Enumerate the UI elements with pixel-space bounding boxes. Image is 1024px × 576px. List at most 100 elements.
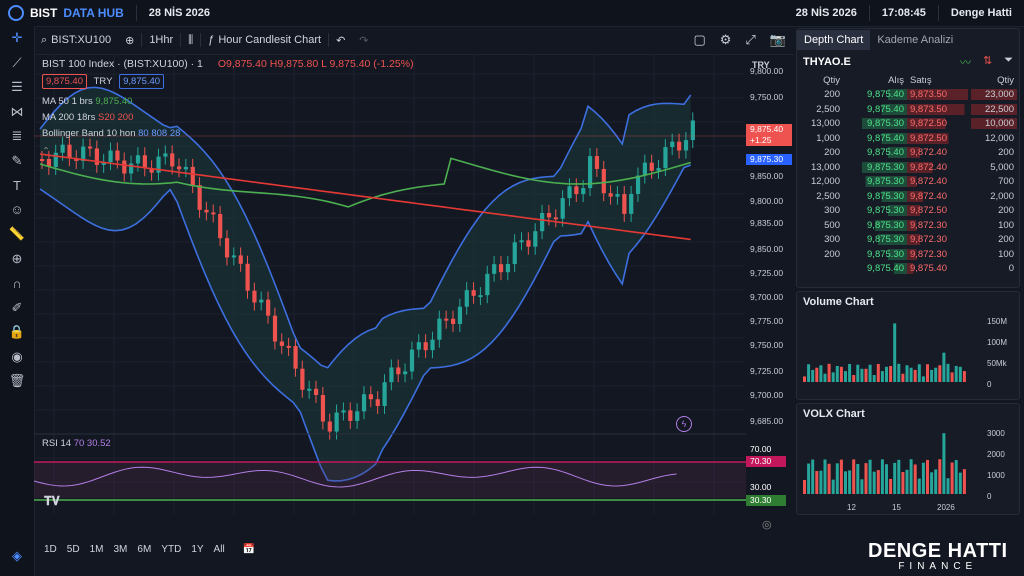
lock-icon[interactable]: 🔒 [8,324,26,340]
candle-body [40,159,45,161]
channel-name: Denge Hatti [950,7,1012,19]
orderbook-row[interactable]: 13,000 9,875.30 9,872.40 5,000 [797,160,1019,175]
orderbook-row[interactable]: 2,500 9,875.30 9,872.40 2,000 [797,189,1019,204]
range-5d[interactable]: 5D [66,543,80,555]
interval-button[interactable]: 1Hhr [149,34,174,46]
sort-icon[interactable]: ⇅ [982,55,993,67]
pitchfork-icon[interactable]: ⋈ [10,103,24,119]
crosshair-icon[interactable]: ✛ [11,30,23,46]
orderbook-row[interactable]: 300 9,875.30 9,872.30 200 [797,233,1019,248]
range-all[interactable]: All [213,543,225,555]
text-icon[interactable]: T [13,177,21,193]
volume-bar [921,462,925,494]
orderbook-row[interactable]: 500 9,875.30 9,872.30 100 [797,218,1019,233]
ma200-label: MA 200 [42,112,75,123]
bb-lower-line [39,164,692,482]
bid-qty: 500 [824,219,840,231]
volume-bar [921,376,925,382]
ask-qty: 200 [998,234,1014,246]
eye-icon[interactable]: ◉ [11,348,23,364]
range-ytd[interactable]: YTD [161,543,182,555]
collapse-legend-icon[interactable]: ⌃ [42,146,50,157]
range-1m[interactable]: 1M [89,543,104,555]
zoom-icon[interactable]: ⊕ [11,250,23,266]
price-axis-label: 9,725.00 [750,366,783,376]
redo-icon[interactable]: ↷ [359,34,369,47]
range-1d[interactable]: 1D [44,543,57,555]
bid-qty: 1,000 [816,132,840,144]
orderbook-row[interactable]: 200 9,875.40 9,872.40 200 [797,146,1019,161]
settings-icon[interactable]: ⚙ [719,32,732,47]
volume-bar [893,323,897,382]
price-chart[interactable]: 9,800.009,750.009,875.40+1.259,875.309,8… [34,54,794,519]
candle-body [464,290,469,307]
range-1y[interactable]: 1Y [191,543,204,555]
flash-icon[interactable]: ϟ [676,416,692,432]
candle-body [416,342,421,350]
candle-body [423,342,428,351]
chart-type-button[interactable]: ƒ Hour Candlesit Chart [201,34,328,46]
volume-bar [946,478,950,494]
rsi-legend[interactable]: RSI 14 70 30.52 [42,438,111,449]
magnet-icon[interactable]: ∩ [12,275,22,291]
ma200-legend[interactable]: MA 200 18rs S20 200 [42,112,133,123]
volume-bar [926,459,929,494]
orderbook-row[interactable]: 9,875.40 9,875.40 0 [797,262,1019,277]
horizontal-lines-icon[interactable]: ☰ [11,79,23,95]
fib-icon[interactable]: ≣ [11,128,23,144]
volume-bar [917,364,921,382]
ask-qty: 200 [998,147,1014,159]
orderbook-row[interactable]: 12,000 9,875.30 9,872.40 700 [797,175,1019,190]
trendline-icon[interactable]: ⟋ [12,54,22,70]
symbol-search[interactable]: ⌕ BIST:XU100 [34,34,118,47]
volume-bar [926,364,929,382]
layers-icon[interactable]: ◈ [12,548,22,564]
trash-icon[interactable]: 🗑 [8,373,26,389]
timezone-icon[interactable]: ◎ [762,519,772,531]
undo-icon[interactable]: ↶ [336,34,346,47]
ma50-label: MA 50 [42,96,69,107]
volume-bar [950,372,954,382]
ask-price: 9,872.50 [907,118,971,130]
orderbook-row[interactable]: 1,000 9,875.40 9,872.50 12,000 [797,131,1019,146]
app-logo[interactable]: BIST DATA HUB [0,5,124,21]
emoji-icon[interactable]: ☺ [10,202,24,218]
calendar-icon[interactable]: 📅 [242,543,256,555]
orderbook-row[interactable]: 2,500 9,875.40 9,873.50 22,500 [797,102,1019,117]
orderbook-row[interactable]: 200 9,875.40 9,873.50 23,000 [797,88,1019,103]
fullscreen-icon[interactable]: ▢ [693,32,706,47]
candle-body [94,148,99,165]
filter-icon[interactable]: ⏷ [1004,54,1013,66]
watermark-sub: FINANCE [898,561,978,572]
volume-bar [848,363,852,382]
bid-price: 9,875.40 [843,263,907,275]
brush-icon[interactable]: ✎ [11,152,23,168]
ma50-legend[interactable]: MA 50 1 brs 9,875.40 [42,96,132,107]
candles-icon[interactable]: ⫼ [188,33,194,46]
range-3m[interactable]: 3M [113,543,128,555]
orderbook-row[interactable]: 200 9,875.30 9,872.30 100 [797,247,1019,262]
range-6m[interactable]: 6M [137,543,152,555]
chart-line-icon[interactable]: 〰 [959,57,971,69]
camera-icon[interactable]: 📷 [769,32,786,47]
expand-icon[interactable]: ⤢ [745,32,756,47]
ruler-icon[interactable]: 📏 [8,226,26,242]
volume-bar [897,363,901,382]
bb-label: Bollinger Band 10 hon [42,128,136,139]
price-box-blue: 9,875.40 [119,74,165,89]
ask-qty: 100 [998,248,1014,260]
pencil-lock-icon[interactable]: ✐ [11,299,23,315]
volume-bar [803,480,806,494]
tab-kademe-analizi[interactable]: Kademe Analizi [877,34,954,46]
candle-body [396,367,401,375]
orderbook-row[interactable]: 300 9,875.30 9,872.50 200 [797,204,1019,219]
add-symbol-button[interactable]: ⊕ [118,34,141,47]
volume-bar [901,471,905,494]
header-bid-qty: Qtiy [823,74,840,86]
tv-logo-icon: 𝐓𝐕 [44,494,60,508]
bb-legend[interactable]: Bollinger Band 10 hon 80 808 28 [42,128,180,139]
bid-price: 9,875.30 [843,234,907,246]
tab-depth-chart[interactable]: Depth Chart [797,30,871,50]
volume-bar [946,363,950,382]
orderbook-row[interactable]: 13,000 9,875.30 9,872.50 10,000 [797,117,1019,132]
